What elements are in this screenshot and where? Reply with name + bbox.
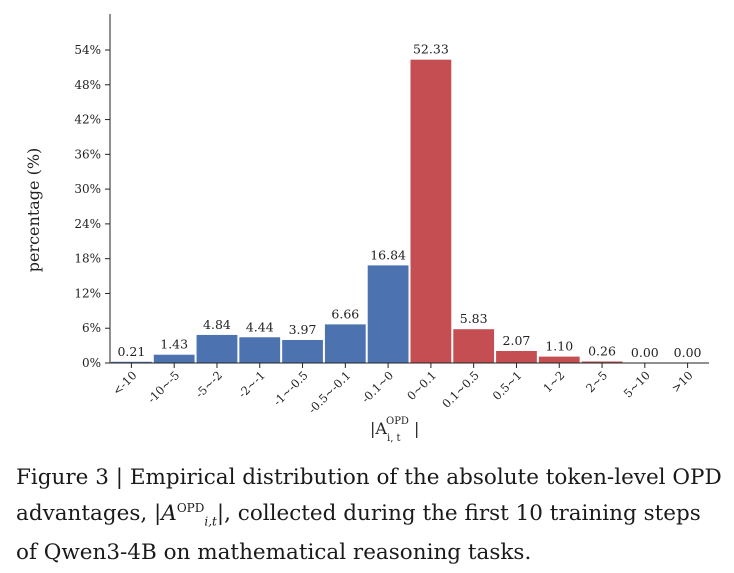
- data-label-7: 52.33: [413, 42, 449, 57]
- bars-group: [111, 59, 623, 364]
- figure-caption: Figure 3 | Empirical distribution of the…: [16, 462, 726, 568]
- data-label-2: 4.84: [203, 317, 231, 332]
- x-tick-label-2: -5~-2: [193, 368, 226, 401]
- bar-6: [367, 265, 409, 363]
- caption-prefix: Figure 3 | Empirical distribution of the…: [16, 465, 722, 527]
- bar-chart: 0.21 1.43 4.84 4.44 3.97 6.66 16.84 52.33 5.83 2.…: [24, 14, 709, 444]
- caption-math-sub: i,t: [204, 514, 217, 529]
- data-label-0: 0.21: [117, 344, 145, 359]
- data-labels-group: 0.21 1.43 4.84 4.44 3.97 6.66 16.84 52.33 5.83 2.…: [117, 42, 701, 360]
- x-axis: <-10 -10~-5 -5~-2 -2~-1 -1~-0.5-0.5~-0.1 -0.1…: [110, 362, 709, 416]
- x-tick-label-6: -0.1~0: [359, 368, 397, 406]
- bar-10: [538, 356, 580, 363]
- y-tick-label-5: 30%: [74, 182, 101, 196]
- bar-5: [324, 324, 366, 363]
- data-label-10: 1.10: [545, 339, 573, 354]
- x-tick-label-3: -2~-1: [235, 368, 268, 401]
- data-label-11: 0.26: [588, 343, 616, 358]
- data-label-4: 3.97: [289, 322, 317, 337]
- x-tick-label-0: <-10: [110, 368, 140, 398]
- y-tick-label-4: 24%: [74, 217, 101, 231]
- x-tick-label-5: -0.5~-0.1: [305, 368, 353, 416]
- bar-4: [282, 339, 323, 363]
- x-axis-label: |A OPD i, t |: [370, 416, 419, 444]
- caption-math-main: A: [161, 501, 177, 527]
- x-tick-label-4: -1~-0.5: [270, 368, 310, 408]
- x-tick-label-11: 2~5: [583, 368, 610, 395]
- data-label-1: 1.43: [160, 337, 188, 352]
- caption-math: AOPDi,t: [161, 501, 217, 529]
- x-tick-label-1: -10~-5: [145, 368, 183, 406]
- data-label-13: 0.00: [674, 345, 702, 360]
- bar-2: [196, 334, 238, 363]
- y-tick-label-2: 12%: [74, 286, 101, 300]
- x-axis-label-sup: OPD: [386, 416, 409, 427]
- x-axis-label-sub: i, t: [387, 433, 401, 444]
- bar-1: [153, 354, 195, 363]
- y-tick-label-0: 0%: [82, 356, 101, 370]
- caption-suffix: |, collected during the first 10 trainin…: [16, 501, 701, 566]
- bar-0: [111, 361, 152, 363]
- y-tick-label-9: 54%: [74, 43, 101, 57]
- x-tick-label-10: 1~2: [540, 368, 567, 395]
- x-tick-label-9: 0.5~1: [490, 368, 525, 403]
- y-tick-label-6: 36%: [74, 147, 101, 161]
- bar-7: [410, 59, 452, 364]
- y-tick-label-3: 18%: [74, 252, 101, 266]
- caption-math-sup: OPD: [176, 501, 205, 515]
- bar-8: [453, 329, 495, 363]
- data-label-8: 5.83: [460, 311, 488, 326]
- y-axis: 0% 6% 12% 18% 24% 30% 36% 42% 48% 54%: [74, 14, 111, 370]
- data-label-3: 4.44: [246, 319, 274, 334]
- x-axis-label-close: |: [414, 419, 419, 438]
- data-label-9: 2.07: [503, 333, 531, 348]
- y-tick-label-1: 6%: [82, 321, 101, 335]
- data-label-5: 6.66: [331, 306, 359, 321]
- y-axis-label: percentage (%): [24, 148, 43, 273]
- bar-11: [581, 361, 623, 363]
- x-tick-label-7: 0~0.1: [404, 368, 439, 403]
- bar-3: [239, 337, 281, 363]
- x-axis-label-main: |A: [370, 419, 387, 438]
- x-tick-label-13: >10: [669, 368, 696, 395]
- x-tick-label-8: 0.1~0.5: [439, 368, 482, 411]
- y-tick-label-8: 48%: [74, 78, 101, 92]
- data-label-6: 16.84: [370, 247, 406, 262]
- bar-9: [496, 351, 537, 363]
- y-tick-label-7: 42%: [74, 113, 101, 127]
- data-label-12: 0.00: [631, 345, 659, 360]
- x-tick-label-12: 5~10: [621, 368, 653, 400]
